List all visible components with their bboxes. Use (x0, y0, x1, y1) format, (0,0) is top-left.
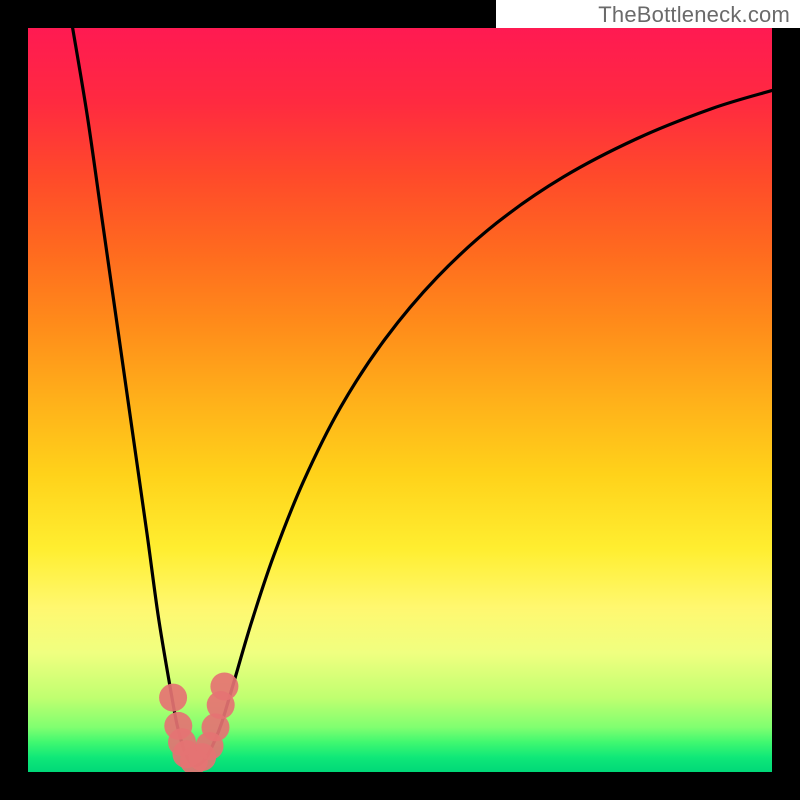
chart-stage: TheBottleneck.com (0, 0, 800, 800)
frame-notch (496, 0, 800, 28)
gradient-bg (28, 28, 772, 772)
chart-svg (0, 0, 800, 800)
dip-marker (210, 672, 238, 700)
dip-marker (159, 684, 187, 712)
